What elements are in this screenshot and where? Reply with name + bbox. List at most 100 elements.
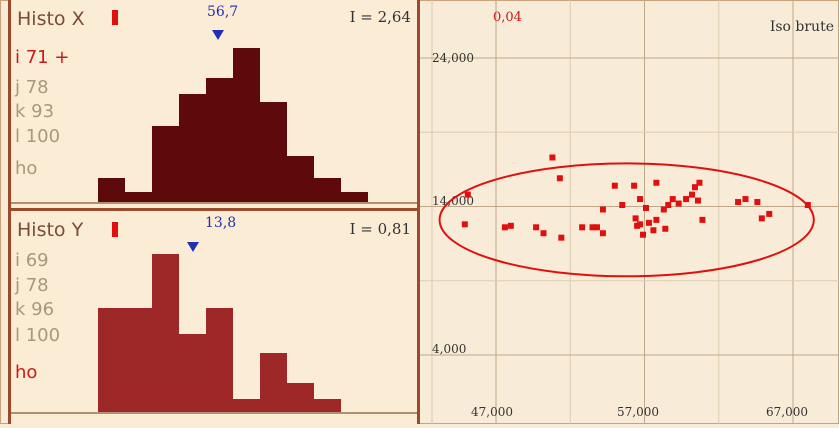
scatter-point[interactable] xyxy=(662,225,669,232)
y-tick-4000: 4,000 xyxy=(432,342,466,356)
scatter-point[interactable] xyxy=(696,179,703,186)
histo-x-baseline xyxy=(11,202,417,204)
scatter-point[interactable] xyxy=(675,200,682,207)
histo-y-item-ho[interactable]: ho xyxy=(15,362,38,383)
y-tick-24000: 24,000 xyxy=(432,51,474,65)
histo-y-bar xyxy=(179,334,206,412)
scatter-point[interactable] xyxy=(507,222,514,229)
scatter-point[interactable] xyxy=(589,224,596,231)
scatter-point[interactable] xyxy=(642,204,649,211)
histo-y-intensity: I = 0,81 xyxy=(349,220,411,238)
histo-y-baseline xyxy=(11,412,417,414)
histo-x-bar xyxy=(314,178,341,202)
histo-x-item-i[interactable]: i 71 + xyxy=(15,47,70,68)
scatter-point[interactable] xyxy=(637,196,644,203)
histo-x-bar xyxy=(179,94,206,202)
histo-x-bar xyxy=(206,78,233,202)
scatter-point[interactable] xyxy=(650,227,657,234)
histo-x-bar xyxy=(341,192,368,202)
x-tick-57000: 57,000 xyxy=(617,405,659,419)
scatter-points xyxy=(461,154,811,241)
scatter-point[interactable] xyxy=(631,182,638,189)
scatter-point[interactable] xyxy=(549,154,556,161)
histo-x-bar xyxy=(125,192,152,202)
scatter-point[interactable] xyxy=(766,210,773,217)
histo-x-bar xyxy=(98,178,125,202)
scatter-point[interactable] xyxy=(735,199,742,206)
scatter-point[interactable] xyxy=(640,231,647,238)
histo-x-title: Histo X xyxy=(17,8,85,30)
scatter-point[interactable] xyxy=(742,196,749,203)
histo-x-position-handle[interactable] xyxy=(212,30,224,40)
scatter-point[interactable] xyxy=(464,191,471,198)
y-tick-14000: 14,000 xyxy=(432,194,474,208)
scatter-corner-value: 0,04 xyxy=(493,10,522,25)
histo-y-bar xyxy=(314,399,341,412)
histo-x-color-marker[interactable] xyxy=(112,10,118,25)
histo-y-color-marker[interactable] xyxy=(112,222,118,237)
histo-y-item-l[interactable]: l 100 xyxy=(15,325,61,346)
scatter-point[interactable] xyxy=(689,191,696,198)
scatter-point[interactable] xyxy=(754,199,761,206)
histo-x-bar xyxy=(152,126,179,202)
histo-x-item-k[interactable]: k 93 xyxy=(15,101,55,122)
scatter-mode-label[interactable]: Iso brute xyxy=(770,19,834,35)
histogram-column: Histo X 56,7 I = 2,64 i 71 + j 78 k 93 l… xyxy=(8,0,420,424)
histo-y-bar xyxy=(233,399,260,412)
histo-y-value: 13,8 xyxy=(205,215,237,231)
histo-x-intensity: I = 2,64 xyxy=(349,8,411,26)
histo-y-title: Histo Y xyxy=(17,219,84,241)
scatter-point[interactable] xyxy=(611,182,618,189)
scatter-point[interactable] xyxy=(669,196,676,203)
scatter-point[interactable] xyxy=(593,224,600,231)
scatter-plot[interactable]: 0,04 Iso brute 24,000 14,000 4,000 47,00… xyxy=(420,0,839,424)
histo-x-item-l[interactable]: l 100 xyxy=(15,126,61,147)
scatter-point[interactable] xyxy=(579,224,586,231)
histo-x-item-ho[interactable]: ho xyxy=(15,158,38,179)
scatter-point[interactable] xyxy=(653,179,660,186)
histo-y-bar xyxy=(206,308,233,412)
x-tick-47000: 47,000 xyxy=(471,405,513,419)
x-tick-67000: 67,000 xyxy=(766,405,808,419)
scatter-point[interactable] xyxy=(683,196,690,203)
scatter-point[interactable] xyxy=(699,216,706,223)
scatter-point[interactable] xyxy=(619,202,626,209)
iso-ellipse-layer xyxy=(438,162,815,278)
histo-x-panel: Histo X 56,7 I = 2,64 i 71 + j 78 k 93 l… xyxy=(11,0,417,210)
scatter-point[interactable] xyxy=(758,215,765,222)
histo-y-item-i[interactable]: i 69 xyxy=(15,250,49,271)
histo-x-item-j[interactable]: j 78 xyxy=(15,77,49,98)
iso-ellipse[interactable] xyxy=(438,162,815,278)
scatter-point[interactable] xyxy=(540,230,547,237)
scatter-point[interactable] xyxy=(599,206,606,213)
scatter-point[interactable] xyxy=(665,202,672,209)
histo-y-bar xyxy=(287,383,314,412)
scatter-point[interactable] xyxy=(501,224,508,231)
scatter-point[interactable] xyxy=(694,197,701,204)
scatter-point[interactable] xyxy=(634,222,641,229)
histo-y-bar xyxy=(260,353,287,412)
scatter-point[interactable] xyxy=(691,184,698,191)
histo-y-panel: Histo Y 13,8 I = 0,81 i 69 j 78 k 96 l 1… xyxy=(11,212,417,422)
scatter-panel[interactable]: 0,04 Iso brute 24,000 14,000 4,000 47,00… xyxy=(420,0,839,424)
histo-x-value: 56,7 xyxy=(207,4,239,20)
scatter-point[interactable] xyxy=(804,202,811,209)
histo-y-item-k[interactable]: k 96 xyxy=(15,299,55,320)
scatter-point[interactable] xyxy=(632,215,639,222)
histo-y-bar xyxy=(98,308,125,412)
histo-x-bar xyxy=(260,102,287,202)
scatter-point[interactable] xyxy=(556,175,563,182)
scatter-point[interactable] xyxy=(599,230,606,237)
histo-y-bar xyxy=(152,254,179,412)
histo-y-position-handle[interactable] xyxy=(187,242,199,252)
scatter-point[interactable] xyxy=(645,219,652,226)
scatter-point[interactable] xyxy=(461,221,468,228)
scatter-point[interactable] xyxy=(660,206,667,213)
scatter-point[interactable] xyxy=(558,234,565,241)
histo-y-bar xyxy=(125,308,152,412)
scatter-point[interactable] xyxy=(653,216,660,223)
scatter-grid xyxy=(420,0,839,424)
histo-x-bar xyxy=(233,48,260,202)
histo-y-item-j[interactable]: j 78 xyxy=(15,275,49,296)
scatter-point[interactable] xyxy=(533,224,540,231)
